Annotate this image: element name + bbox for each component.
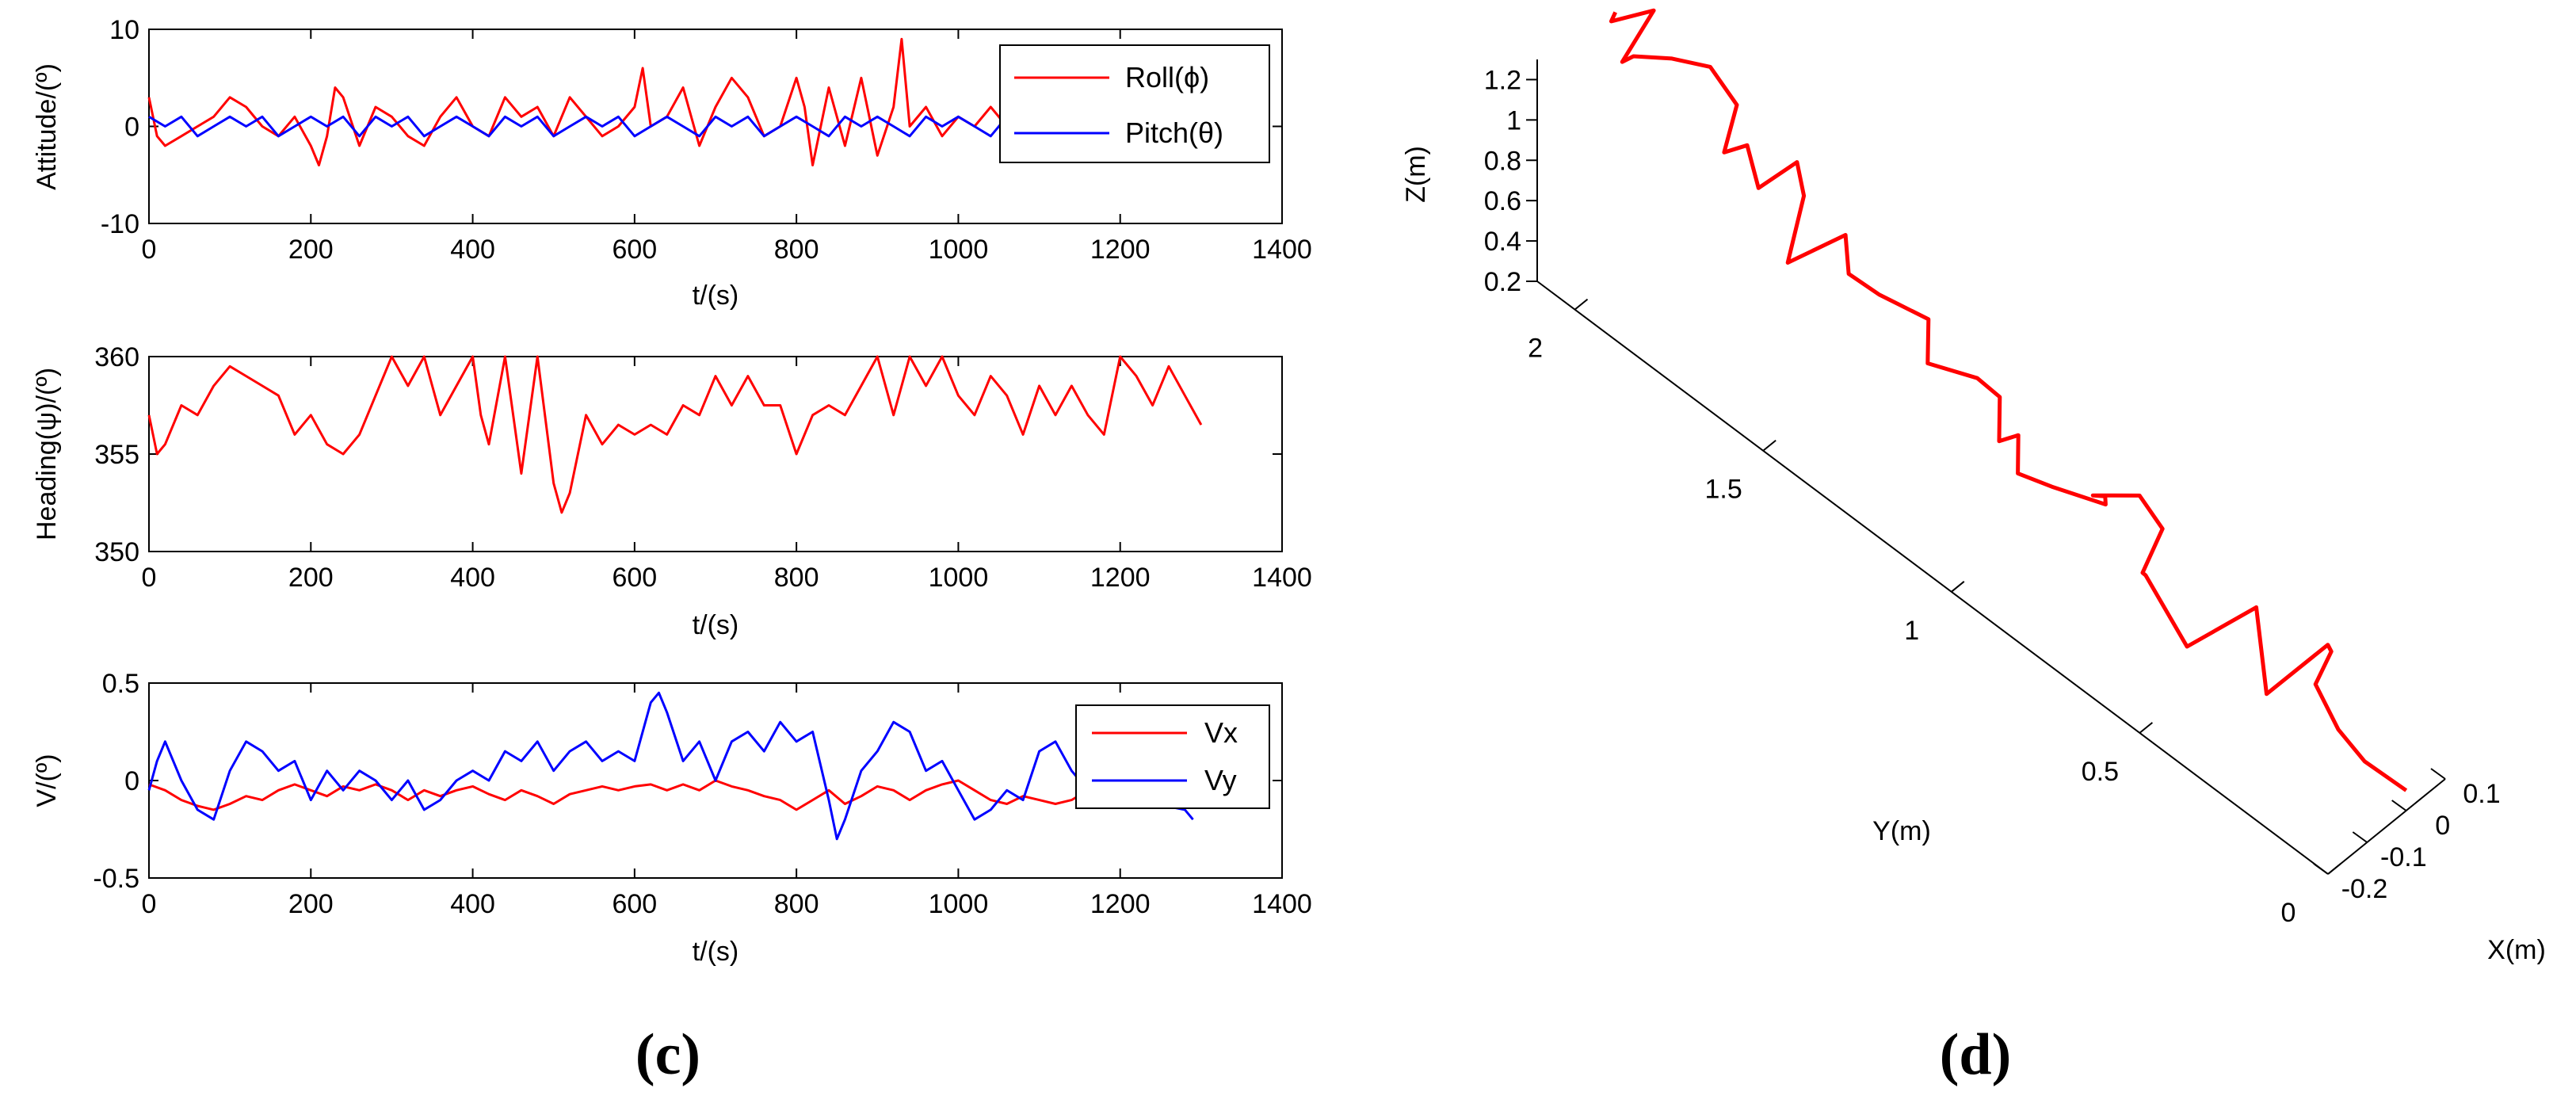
velocity-ytick-label: 0.5	[102, 669, 139, 699]
velocity-ytick-label: 0	[124, 766, 139, 796]
z-tick-label: 0.2	[1484, 267, 1521, 297]
heading-xtick-label: 600	[612, 563, 657, 593]
velocity-xtick-label: 0	[142, 889, 157, 919]
attitude-legend-pitch: Pitch(θ)	[1125, 116, 1223, 149]
trajectory-xlabel: X(m)	[2487, 935, 2546, 965]
heading-xtick-label: 0	[142, 563, 157, 593]
x-tick-label: 0.1	[2463, 779, 2500, 809]
heading-xtick-label: 200	[288, 563, 334, 593]
velocity-xtick-label: 1400	[1252, 889, 1312, 919]
y-tick-label: 0.5	[2082, 757, 2119, 787]
velocity-legend: Vx Vy	[1075, 704, 1270, 809]
x-axis-line	[2327, 778, 2446, 875]
x-tick-mark	[2391, 800, 2407, 811]
y-tick-mark	[1762, 439, 1776, 452]
x-tick-mark	[2352, 831, 2368, 843]
heading-plot-area	[148, 356, 1283, 552]
z-tick-label: 0.8	[1484, 146, 1521, 176]
attitude-ytick-label: 0	[124, 113, 139, 143]
heading-xtick-label: 1400	[1252, 563, 1312, 593]
attitude-xtick-label: 400	[450, 235, 495, 265]
attitude-legend-box	[999, 44, 1270, 163]
attitude-ylabel: Attitude/(º)	[32, 63, 62, 190]
x-tick-mark	[2313, 863, 2329, 875]
heading-xtick-label: 1000	[929, 563, 989, 593]
attitude-xtick-label: 0	[142, 235, 157, 265]
attitude-xtick-label: 600	[612, 235, 657, 265]
heading-ticks: 0 200 400 600 800 1000 1200 1400 350 355 360	[94, 342, 1312, 593]
y-tick-mark	[1574, 298, 1589, 311]
y-tick-mark	[2139, 722, 2154, 734]
attitude-legend: Roll(ϕ) Pitch(θ)	[999, 44, 1270, 163]
y-tick-label: 0	[2281, 898, 2296, 928]
heading-ylabel: Heading(ψ)/(º)	[32, 368, 62, 540]
velocity-xtick-label: 800	[774, 889, 819, 919]
heading-xtick-label: 1200	[1090, 563, 1151, 593]
velocity-xtick-label: 600	[612, 889, 657, 919]
heading-xtick-label: 400	[450, 563, 495, 593]
velocity-ticks: 0 200 400 600 800 1000 1200 1400-0.500.5	[93, 669, 1311, 919]
heading-xlabel: t/(s)	[693, 610, 739, 640]
heading-series-1-line	[147, 355, 1203, 514]
velocity-xtick-label: 1200	[1090, 889, 1151, 919]
y-tick-label: 1	[1904, 616, 1919, 646]
attitude-ytick-label: 10	[109, 15, 139, 45]
panel-c-label: (c)	[635, 1022, 700, 1087]
attitude-legend-roll: Roll(ϕ)	[1125, 61, 1209, 94]
z-tick-label: 1	[1506, 105, 1521, 136]
y-tick-mark	[1951, 581, 1965, 593]
velocity-xtick-label: 400	[450, 889, 495, 919]
velocity-legend-vy: Vy	[1204, 764, 1237, 796]
z-tick-label: 0.4	[1484, 227, 1521, 257]
attitude-xlabel: t/(s)	[693, 281, 739, 311]
heading-ytick-label: 355	[94, 440, 139, 470]
trajectory-ticks: 0 0.5 1 1.5 2 -0.2-0.1 0 0.1 0.2 0.4 0.6 0.8 1 1.2	[1484, 65, 2501, 928]
attitude-series	[147, 37, 1008, 166]
y-tick-label: 1.5	[1705, 475, 1742, 505]
velocity-xtick-label: 200	[288, 889, 334, 919]
velocity-ytick-label: -0.5	[93, 864, 139, 894]
attitude-xtick-label: 1200	[1090, 235, 1151, 265]
y-axis-line	[1536, 281, 2329, 875]
velocity-chart: 0 200 400 600 800 1000 1200 1400-0.500.5 t/(s) …	[32, 669, 1312, 967]
velocity-ylabel: V/(º)	[32, 754, 62, 807]
trajectory-zlabel: Z(m)	[1401, 146, 1431, 203]
x-tick-label: -0.1	[2380, 842, 2427, 872]
attitude-ytick-label: -10	[101, 209, 139, 239]
velocity-legend-vx: Vx	[1204, 716, 1238, 749]
trajectory-axes	[1536, 59, 2446, 875]
heading-ytick-label: 350	[94, 537, 139, 567]
y-tick-label: 2	[1528, 334, 1543, 364]
trajectory-ylabel: Y(m)	[1872, 816, 1931, 846]
attitude-xtick-label: 1400	[1252, 235, 1312, 265]
heading-ytick-label: 360	[94, 342, 139, 372]
heading-series	[147, 355, 1203, 514]
panel-d-label: (d)	[1940, 1022, 2011, 1087]
x-tick-mark	[2430, 768, 2446, 780]
velocity-xlabel: t/(s)	[693, 937, 739, 967]
heading-xtick-label: 800	[774, 563, 819, 593]
velocity-legend-box	[1075, 704, 1270, 809]
trajectory-series	[1609, 8, 2408, 792]
attitude-xtick-label: 800	[774, 235, 819, 265]
x-tick-label: 0	[2435, 811, 2450, 841]
heading-chart: 0 200 400 600 800 1000 1200 1400 350 355 360 t/(s)…	[32, 342, 1312, 640]
velocity-xtick-label: 1000	[929, 889, 989, 919]
velocity-series	[147, 691, 1194, 841]
x-tick-label: -0.2	[2341, 874, 2388, 904]
attitude-xtick-label: 200	[288, 235, 334, 265]
velocity-series-2-line	[147, 691, 1194, 841]
y-tick-mark	[2327, 863, 2341, 875]
attitude-series-1-line	[147, 37, 1008, 166]
z-tick-label: 0.6	[1484, 186, 1521, 216]
z-tick-label: 1.2	[1484, 65, 1521, 95]
trajectory-3d-chart: 0 0.5 1 1.5 2 -0.2-0.1 0 0.1 0.2 0.4 0.6 0.8 1 1.2 Y(…	[1401, 8, 2546, 965]
trajectory-series-1-line	[1609, 8, 2408, 792]
attitude-series-2-line	[148, 115, 1008, 138]
attitude-xtick-label: 1000	[929, 235, 989, 265]
